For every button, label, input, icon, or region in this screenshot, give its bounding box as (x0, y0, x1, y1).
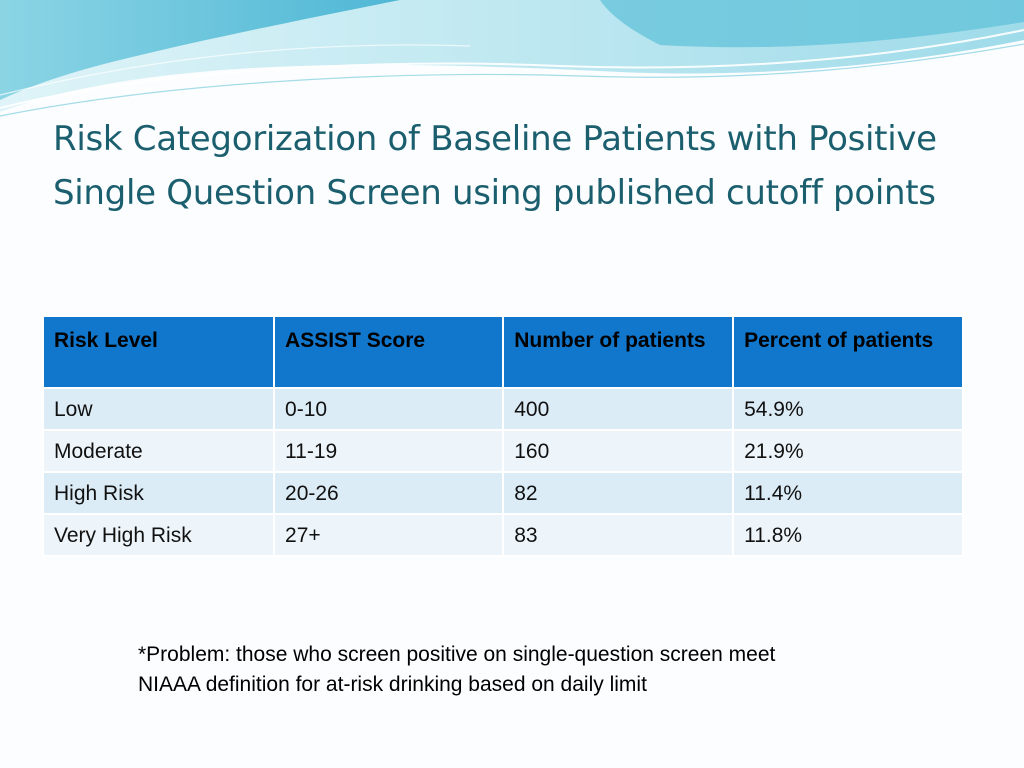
table-row: Low 0-10 400 54.9% (41, 387, 964, 431)
cell-percent-of-patients: 11.8% (732, 513, 964, 557)
cell-risk-level: High Risk (41, 471, 276, 515)
cell-assist-score: 27+ (273, 513, 505, 557)
cell-assist-score: 20-26 (273, 471, 505, 515)
cell-percent-of-patients: 21.9% (732, 429, 964, 473)
cell-number-of-patients: 160 (502, 429, 735, 473)
cell-number-of-patients: 400 (502, 387, 735, 431)
risk-table: Risk Level ASSIST Score Number of patien… (41, 315, 964, 557)
header-assist-score: ASSIST Score (273, 315, 505, 389)
cell-number-of-patients: 83 (502, 513, 735, 557)
slide-title: Risk Categorization of Baseline Patients… (53, 119, 937, 213)
footnote: *Problem: those who screen positive on s… (138, 643, 776, 696)
table-header-row: Risk Level ASSIST Score Number of patien… (41, 315, 964, 389)
cell-assist-score: 0-10 (273, 387, 505, 431)
cell-assist-score: 11-19 (273, 429, 505, 473)
table-row: Moderate 11-19 160 21.9% (41, 429, 964, 473)
cell-number-of-patients: 82 (502, 471, 735, 515)
header-percent-of-patients: Percent of patients (732, 315, 964, 389)
table-row: Very High Risk 27+ 83 11.8% (41, 513, 964, 557)
cell-percent-of-patients: 11.4% (732, 471, 964, 515)
cell-risk-level: Low (41, 387, 276, 431)
header-wave-decoration (0, 0, 1024, 117)
header-number-of-patients: Number of patients (502, 315, 735, 389)
cell-risk-level: Moderate (41, 429, 276, 473)
cell-risk-level: Very High Risk (41, 513, 276, 557)
cell-percent-of-patients: 54.9% (732, 387, 964, 431)
table-row: High Risk 20-26 82 11.4% (41, 471, 964, 515)
header-risk-level: Risk Level (41, 315, 276, 389)
